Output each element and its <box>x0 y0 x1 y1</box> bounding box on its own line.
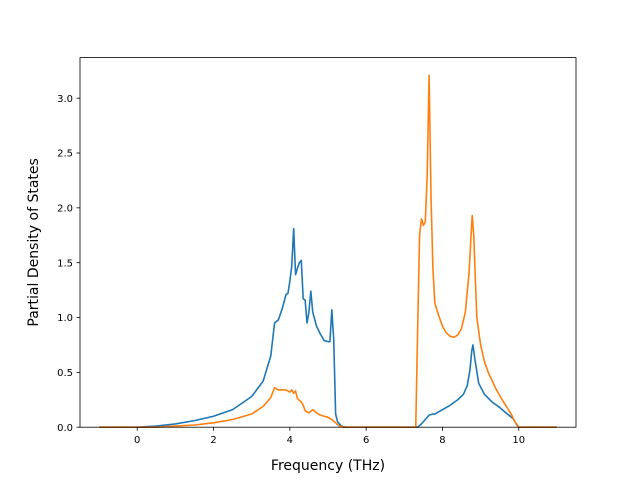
y-tick-label: 2.5 <box>57 149 73 160</box>
x-tick-label: 4 <box>287 435 293 446</box>
series-line-2 <box>99 74 557 429</box>
series-line-1 <box>99 227 557 429</box>
y-tick-label: 3.0 <box>57 94 73 105</box>
axis-ticks: 0 2 4 6 8 10 0.0 0.5 1.0 1.5 2.0 2.5 3.0 <box>57 94 525 446</box>
y-tick-label: 0.5 <box>57 368 73 379</box>
y-tick-label: 1.0 <box>57 313 73 324</box>
x-tick-label: 2 <box>210 435 216 446</box>
series-lines <box>99 74 557 429</box>
x-tick-label: 10 <box>512 435 525 446</box>
x-tick-label: 8 <box>439 435 445 446</box>
plot-frame <box>79 57 577 428</box>
y-tick-label: 2.0 <box>57 203 73 214</box>
y-tick-label: 1.5 <box>57 258 73 269</box>
x-tick-label: 6 <box>363 435 369 446</box>
y-tick-label: 0.0 <box>57 423 73 434</box>
x-tick-label: 0 <box>134 435 140 446</box>
y-axis-label: Partial Density of States <box>26 158 42 326</box>
x-axis-label: Frequency (THz) <box>271 458 385 474</box>
